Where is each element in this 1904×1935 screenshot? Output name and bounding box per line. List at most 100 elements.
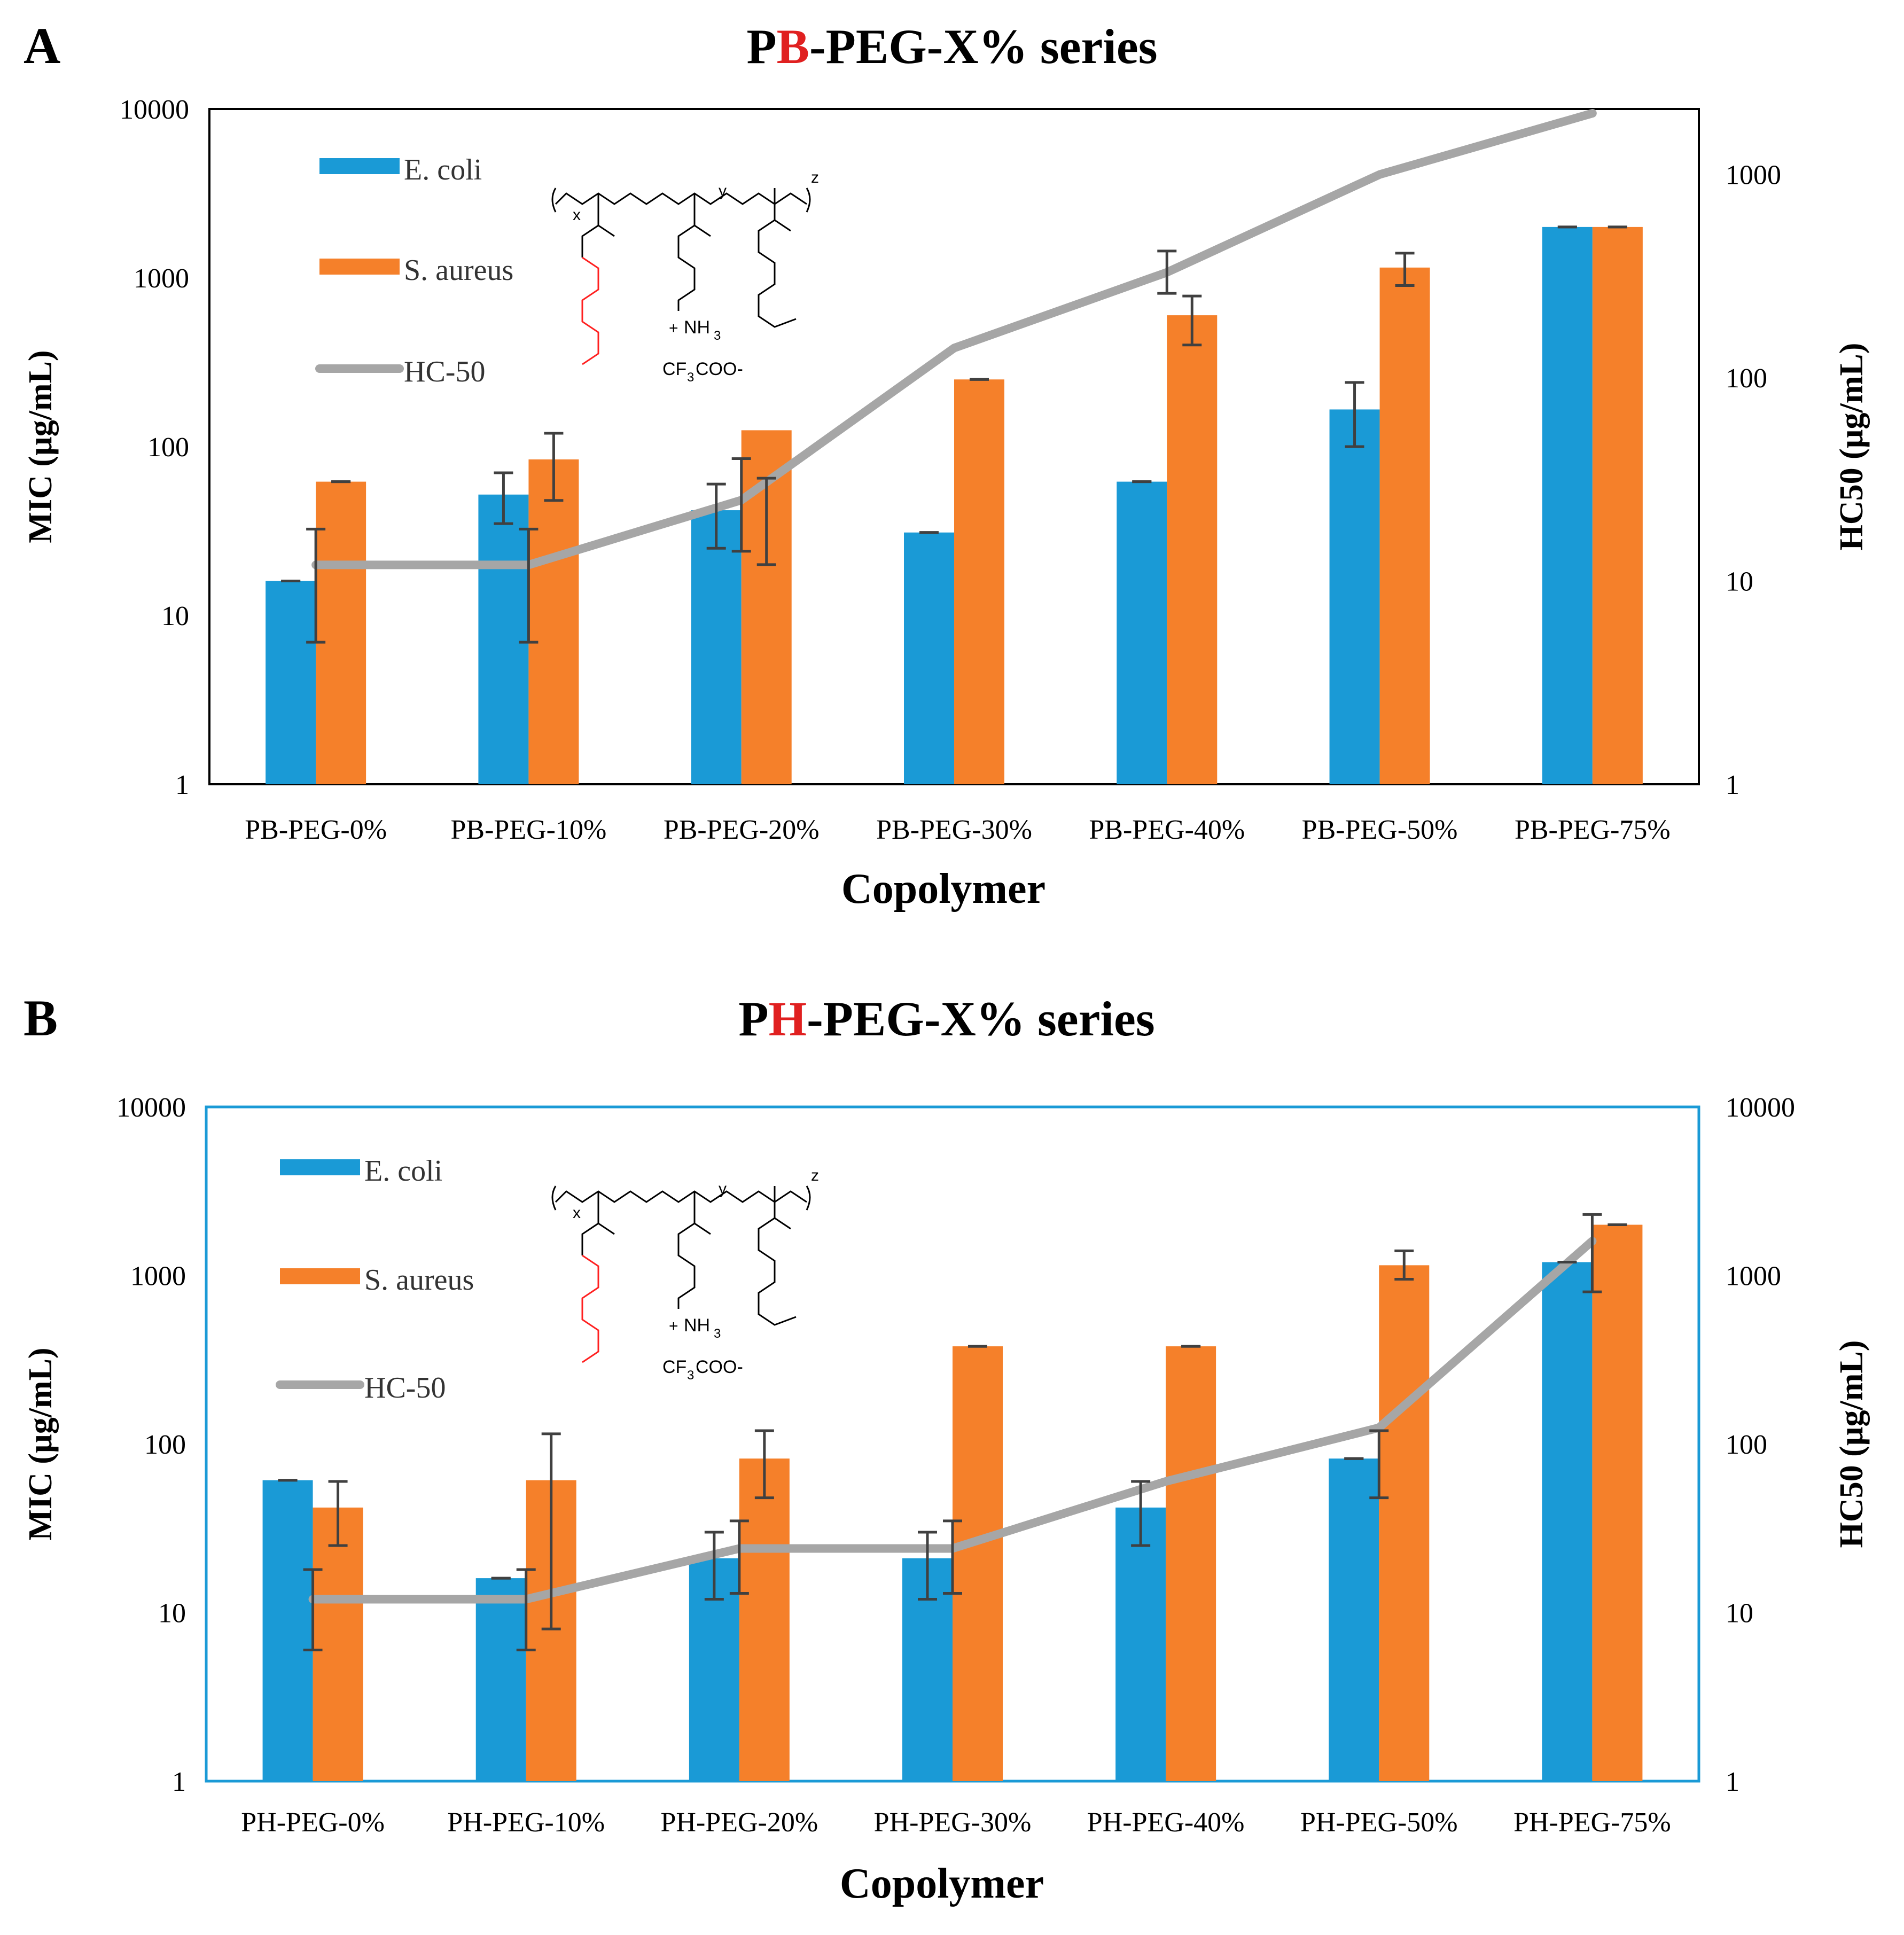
ecoli-bar: [266, 581, 316, 784]
ecoli-bar: [904, 532, 954, 784]
hc50-error-bar: [303, 1568, 323, 1651]
y-tick-label: 10000: [116, 1093, 186, 1123]
chem-y-subscript: y: [719, 182, 727, 200]
title-highlight: B: [777, 19, 809, 74]
saureus-bar: [1592, 1224, 1643, 1781]
x-tick-label: PB-PEG-0%: [245, 815, 387, 845]
chem-counter-sub: 3: [687, 1368, 694, 1383]
y2-tick-label: 1: [1726, 770, 1739, 800]
saureus-bar: [954, 379, 1004, 784]
y-tick-label: 10000: [120, 95, 189, 125]
hc50-error-bar: [1157, 249, 1177, 295]
sidechain-3-peg: [758, 1186, 797, 1326]
panel-letter: A: [24, 17, 60, 74]
y-tick-label: 1000: [134, 263, 189, 294]
ecoli-bar: [1117, 481, 1167, 784]
title-highlight: H: [769, 992, 807, 1046]
chem-nh3-sub: 3: [714, 1327, 721, 1341]
chem-nh3: NH: [684, 1315, 710, 1336]
y-tick-label: 10: [158, 1598, 186, 1629]
ecoli-bar: [262, 1480, 313, 1781]
sidechain-1-ester: [581, 193, 615, 258]
title-prefix: P: [738, 992, 768, 1046]
legend-label-hc50: HC-50: [404, 355, 485, 388]
y-tick-label: 100: [147, 432, 189, 463]
saureus-bar: [1379, 1265, 1430, 1781]
chart-title: PH-PEG-X% series: [738, 992, 1154, 1046]
title-prefix: P: [746, 19, 776, 74]
ecoli-error-bar: [1131, 1480, 1151, 1547]
chem-x-subscript: x: [573, 1204, 581, 1222]
repeat-brackets: [551, 188, 811, 213]
y2-axis-label: HC50 (µg/mL): [1833, 1340, 1870, 1548]
ecoli-bar: [1115, 1507, 1166, 1781]
saureus-bar: [1167, 315, 1218, 784]
chem-plus: +: [669, 319, 678, 337]
legend-swatch-ecoli: [280, 1159, 360, 1175]
chem-z-subscript: z: [811, 169, 819, 186]
x-tick-label: PH-PEG-40%: [1087, 1807, 1245, 1838]
chem-counter-post: COO-: [696, 359, 743, 379]
y2-tick-label: 100: [1726, 1430, 1767, 1460]
ecoli-bar: [478, 494, 529, 784]
chem-nh3: NH: [684, 317, 710, 338]
ecoli-bar: [1542, 1262, 1593, 1781]
repeat-brackets: [551, 1185, 811, 1211]
legend-swatch-ecoli: [319, 158, 400, 174]
y-tick-label: 1: [172, 1767, 186, 1797]
polymer-backbone: [555, 192, 807, 205]
panel-b: B PH-PEG-X% series 1 10 100 1000 10000 1 10 100 10…: [22, 989, 1870, 1907]
chem-counter-sub: 3: [687, 370, 694, 385]
ecoli-error-bar: [704, 1531, 724, 1601]
chem-plus: +: [669, 1317, 678, 1335]
chem-counter-pre: CF: [662, 359, 686, 379]
chem-y-subscript: y: [719, 1180, 727, 1198]
saureus-error-bar: [1395, 252, 1415, 287]
saureus-error-bar: [756, 477, 776, 566]
legend-swatch-saureus: [319, 259, 400, 275]
x-tick-label: PH-PEG-75%: [1513, 1807, 1671, 1838]
y2-tick-label: 1: [1726, 1767, 1739, 1797]
x-tick-label: PB-PEG-20%: [664, 815, 820, 845]
chart-title: PB-PEG-X% series: [746, 19, 1157, 74]
saureus-error-bar: [328, 1480, 348, 1547]
y2-tick-label: 10000: [1726, 1093, 1795, 1123]
series-ecoli-bars: [266, 227, 1593, 784]
x-tick-label: PH-PEG-0%: [241, 1807, 385, 1838]
sidechain-1-ester: [581, 1191, 615, 1255]
x-axis-label: Copolymer: [841, 865, 1045, 912]
hc50-error-bar: [729, 1519, 749, 1595]
x-tick-label: PH-PEG-30%: [874, 1807, 1032, 1838]
series-saureus-bars: [316, 227, 1643, 785]
chem-counter-post: COO-: [696, 1357, 743, 1377]
legend-label-ecoli: E. coli: [404, 153, 482, 186]
legend: E. coli S. aureus HC-50: [315, 153, 513, 388]
ecoli-bar: [475, 1578, 526, 1781]
panel-letter: B: [24, 989, 58, 1047]
chem-z-subscript: z: [811, 1167, 819, 1184]
y-axis-label: MIC (µg/mL): [22, 1347, 59, 1540]
hc50-error-bar: [516, 1568, 536, 1651]
chemical-structure: xyz+ NH 3CF 3 COO-: [551, 1167, 819, 1383]
saureus-bar: [1592, 227, 1643, 784]
series-saureus-bars: [313, 1224, 1643, 1781]
y-tick-label: 1: [175, 770, 189, 800]
ecoli-bar: [691, 510, 742, 784]
series-ecoli-bars: [262, 1262, 1593, 1781]
legend: E. coli S. aureus HC-50: [276, 1154, 474, 1405]
legend-label-hc50: HC-50: [364, 1371, 446, 1405]
y2-tick-label: 100: [1726, 363, 1767, 394]
polymer-backbone: [555, 1190, 807, 1203]
hc50-error-bar: [306, 527, 326, 644]
y2-tick-label: 10: [1726, 567, 1753, 597]
y2-tick-label: 10: [1726, 1598, 1753, 1629]
title-suffix: -PEG-X% series: [807, 992, 1155, 1046]
saureus-error-bar: [754, 1429, 774, 1500]
y-axis-label: MIC (µg/mL): [22, 350, 59, 543]
ecoli-bar: [1542, 227, 1593, 784]
legend-label-ecoli: E. coli: [364, 1154, 442, 1188]
ecoli-error-bar: [918, 1531, 937, 1601]
x-tick-label: PB-PEG-30%: [876, 815, 1032, 845]
hc50-error-bar: [731, 457, 751, 553]
